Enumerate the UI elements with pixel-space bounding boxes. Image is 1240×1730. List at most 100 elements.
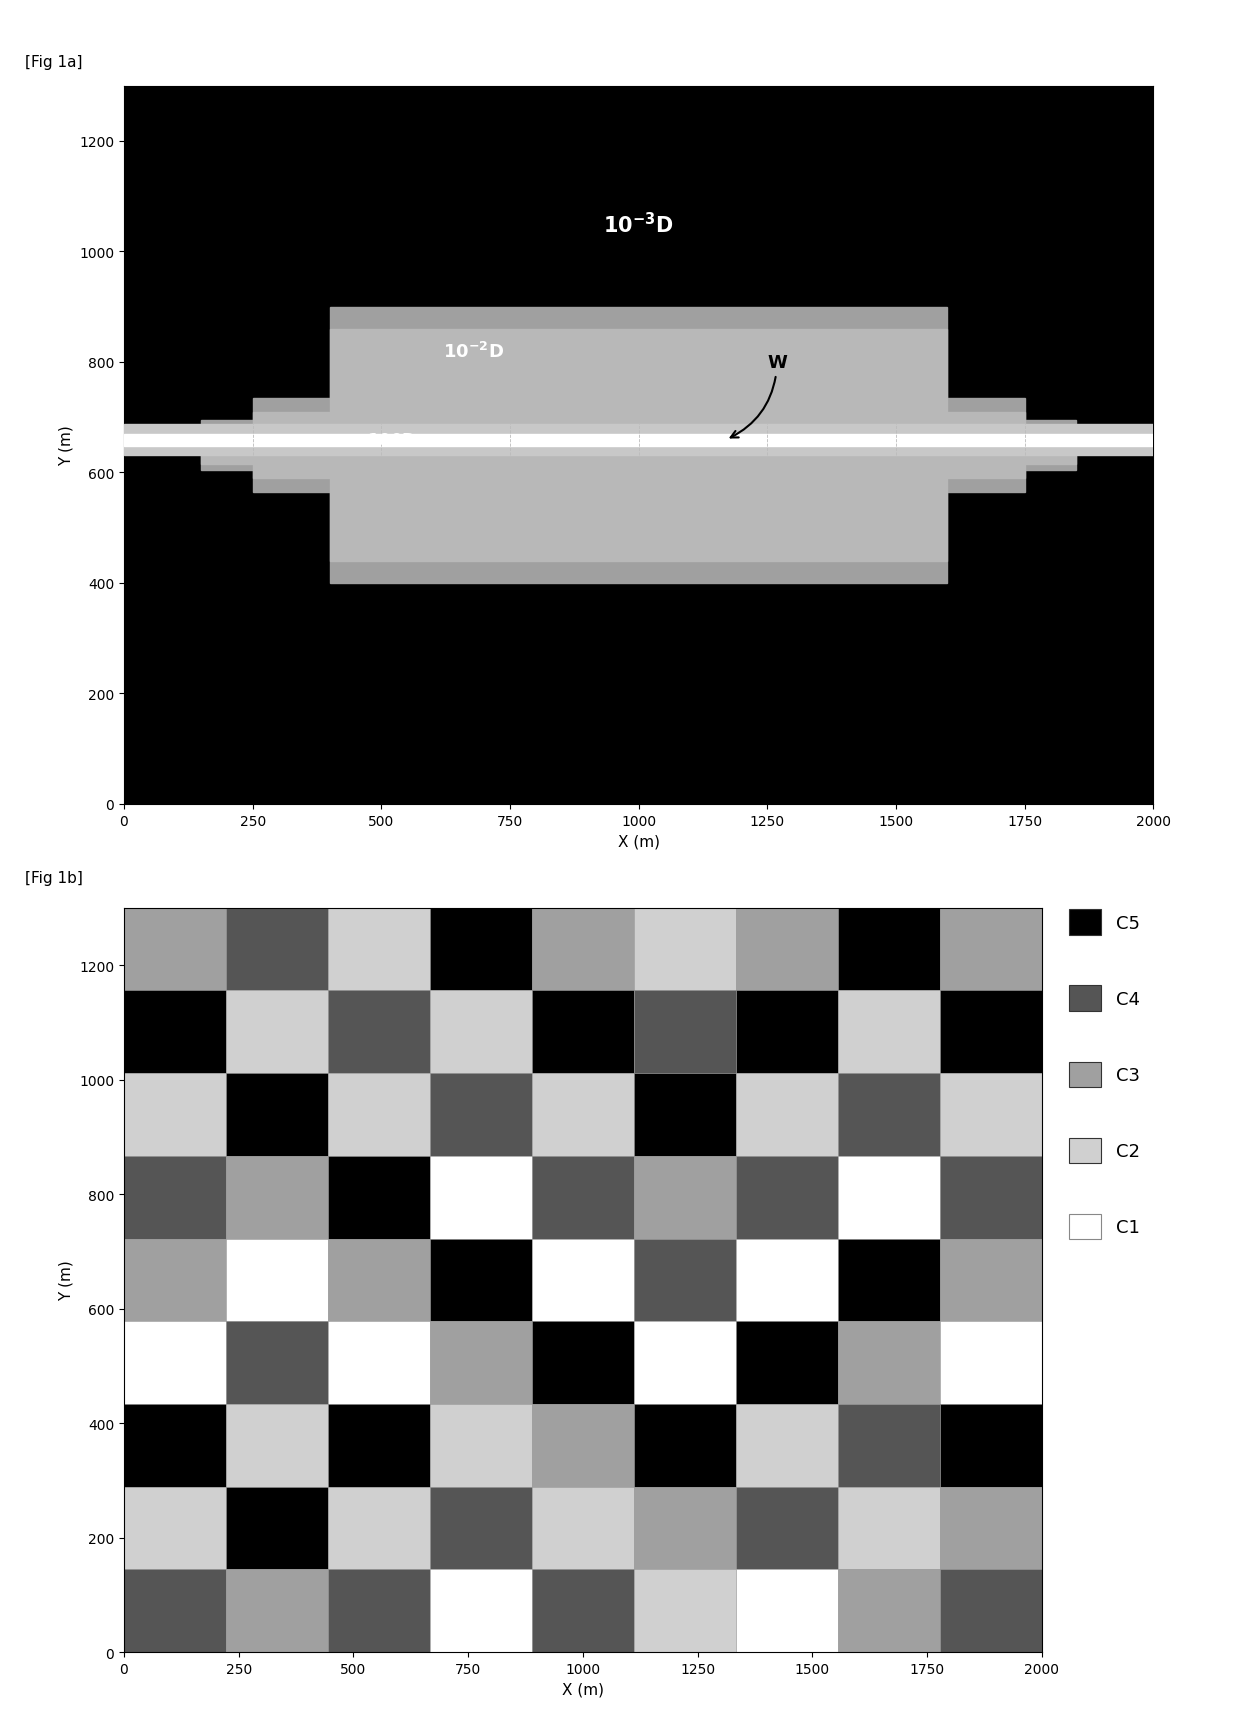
Bar xyxy=(838,908,940,991)
Text: $\mathbf{10^{-2}D}$: $\mathbf{10^{-2}D}$ xyxy=(444,341,505,362)
Y-axis label: Y (m): Y (m) xyxy=(58,426,73,465)
Bar xyxy=(838,1486,940,1569)
Bar xyxy=(124,1486,226,1569)
Bar xyxy=(327,1569,430,1652)
Bar xyxy=(124,1074,226,1156)
Bar xyxy=(327,1156,430,1239)
Bar xyxy=(430,1405,532,1486)
Bar xyxy=(634,908,735,991)
Bar xyxy=(634,991,735,1074)
Y-axis label: Y (m): Y (m) xyxy=(58,1259,73,1301)
Bar xyxy=(838,991,940,1074)
Bar xyxy=(430,908,532,991)
Bar xyxy=(327,991,430,1074)
Bar xyxy=(947,398,1024,493)
Bar xyxy=(532,991,634,1074)
Bar xyxy=(430,991,532,1074)
Bar xyxy=(253,412,330,479)
Bar xyxy=(634,1156,735,1239)
Bar xyxy=(634,1074,735,1156)
Bar xyxy=(735,908,838,991)
Bar xyxy=(940,1569,1042,1652)
Bar xyxy=(735,1074,838,1156)
Bar xyxy=(226,908,327,991)
Bar xyxy=(124,1405,226,1486)
Bar xyxy=(430,1239,532,1322)
Bar xyxy=(940,1322,1042,1405)
Bar xyxy=(947,412,1024,479)
Bar xyxy=(1024,420,1076,471)
Bar xyxy=(838,1156,940,1239)
Bar xyxy=(735,1405,838,1486)
Bar xyxy=(124,1322,226,1405)
Bar xyxy=(430,1486,532,1569)
Bar xyxy=(532,1156,634,1239)
Bar xyxy=(735,1239,838,1322)
Bar xyxy=(124,1156,226,1239)
Bar xyxy=(430,1322,532,1405)
Bar xyxy=(124,424,1153,455)
Bar xyxy=(201,420,253,471)
Legend: C5, C4, C3, C2, C1: C5, C4, C3, C2, C1 xyxy=(1069,910,1140,1240)
Bar xyxy=(226,991,327,1074)
Bar xyxy=(124,434,1153,446)
Bar xyxy=(330,308,947,583)
Bar xyxy=(940,1239,1042,1322)
Bar xyxy=(838,1322,940,1405)
Bar xyxy=(532,1569,634,1652)
Text: [Fig 1b]: [Fig 1b] xyxy=(25,870,83,886)
Bar xyxy=(226,1322,327,1405)
Bar xyxy=(838,1239,940,1322)
Bar xyxy=(124,991,226,1074)
Bar xyxy=(634,1405,735,1486)
Bar xyxy=(940,1156,1042,1239)
Bar xyxy=(430,1569,532,1652)
Bar xyxy=(838,1569,940,1652)
Bar xyxy=(226,1156,327,1239)
Bar xyxy=(735,1322,838,1405)
Bar xyxy=(327,1074,430,1156)
Bar xyxy=(532,908,634,991)
Bar xyxy=(735,991,838,1074)
Bar xyxy=(253,398,330,493)
Bar xyxy=(327,1239,430,1322)
Bar xyxy=(226,1239,327,1322)
Bar xyxy=(327,908,430,991)
Text: [Fig 1a]: [Fig 1a] xyxy=(25,55,82,71)
Bar xyxy=(532,1239,634,1322)
Bar xyxy=(327,1405,430,1486)
Bar xyxy=(634,1239,735,1322)
Bar xyxy=(838,1074,940,1156)
Bar xyxy=(1024,432,1076,465)
Bar xyxy=(634,1569,735,1652)
Bar xyxy=(226,1486,327,1569)
Bar xyxy=(532,1405,634,1486)
X-axis label: X (m): X (m) xyxy=(562,1682,604,1697)
Bar xyxy=(838,1405,940,1486)
Bar xyxy=(430,1074,532,1156)
Bar xyxy=(124,1239,226,1322)
Bar xyxy=(330,329,947,562)
Bar xyxy=(327,1486,430,1569)
Bar xyxy=(735,1486,838,1569)
Bar xyxy=(634,1486,735,1569)
Bar xyxy=(940,1486,1042,1569)
Bar xyxy=(226,1569,327,1652)
Bar xyxy=(532,1322,634,1405)
Text: W: W xyxy=(730,355,787,438)
X-axis label: X (m): X (m) xyxy=(618,834,660,849)
Bar xyxy=(226,1074,327,1156)
Bar xyxy=(201,432,253,465)
Bar xyxy=(634,1322,735,1405)
Bar xyxy=(735,1569,838,1652)
Bar xyxy=(532,1486,634,1569)
Bar xyxy=(940,1405,1042,1486)
Text: $\mathbf{100D}$: $\mathbf{100D}$ xyxy=(367,431,417,450)
Bar xyxy=(940,1074,1042,1156)
Bar xyxy=(124,1569,226,1652)
Bar xyxy=(940,908,1042,991)
Bar xyxy=(327,1322,430,1405)
Bar xyxy=(124,908,226,991)
Bar xyxy=(532,1074,634,1156)
Bar xyxy=(226,1405,327,1486)
